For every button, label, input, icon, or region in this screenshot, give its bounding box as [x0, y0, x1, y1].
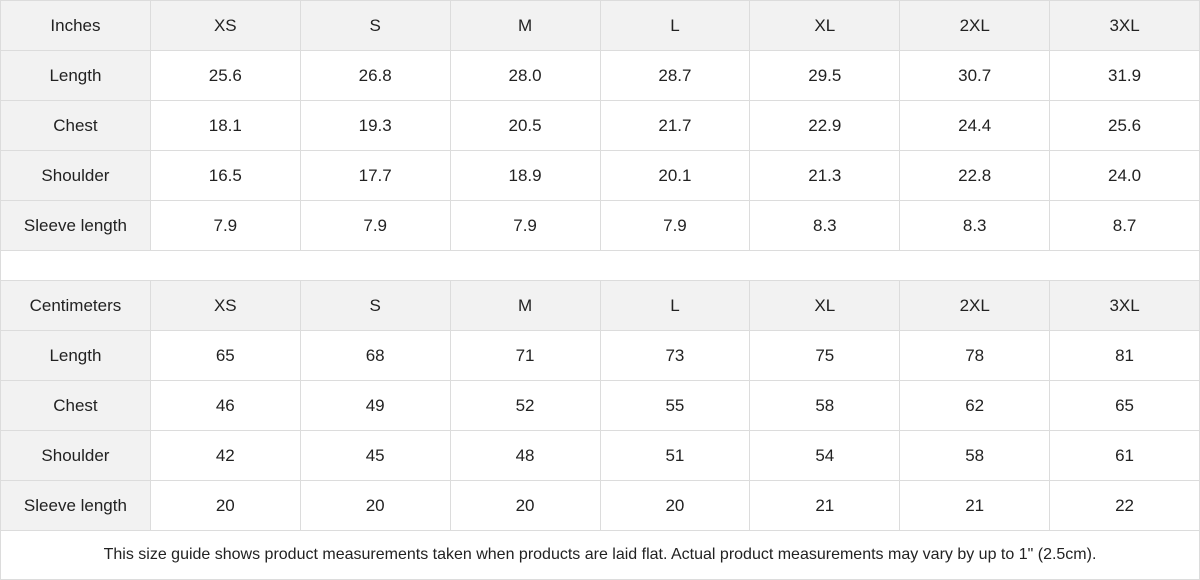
measurement-cell: 25.6: [1049, 100, 1200, 151]
row-label: Sleeve length: [0, 200, 151, 251]
measurement-cell: 42: [149, 430, 301, 481]
measurement-cell: 31.9: [1049, 50, 1200, 101]
size-header: XS: [149, 280, 301, 331]
measurement-cell: 61: [1049, 430, 1200, 481]
size-header: M: [449, 0, 601, 51]
unit-label: Inches: [0, 0, 151, 51]
measurement-cell: 25.6: [149, 50, 301, 101]
size-header: XL: [749, 280, 901, 331]
measurement-cell: 75: [749, 330, 901, 381]
measurement-cell: 8.7: [1049, 200, 1200, 251]
row-label: Shoulder: [0, 430, 151, 481]
measurement-cell: 20: [299, 480, 451, 531]
size-header: S: [299, 0, 451, 51]
measurement-cell: 24.4: [899, 100, 1051, 151]
measurement-cell: 54: [749, 430, 901, 481]
size-header: 2XL: [899, 280, 1051, 331]
measurement-cell: 20.1: [599, 150, 751, 201]
measurement-cell: 19.3: [299, 100, 451, 151]
row-label: Shoulder: [0, 150, 151, 201]
size-header: XL: [749, 0, 901, 51]
measurement-cell: 55: [599, 380, 751, 431]
centimeters-table: Centimeters XS S M L XL 2XL 3XL Length 65 68 71 73 75…: [0, 280, 1200, 531]
measurement-cell: 8.3: [749, 200, 901, 251]
measurement-cell: 17.7: [299, 150, 451, 201]
header-row: Centimeters XS S M L XL 2XL 3XL: [0, 280, 1200, 331]
measurement-cell: 7.9: [449, 200, 601, 251]
measurement-cell: 20: [599, 480, 751, 531]
size-guide: Inches XS S M L XL 2XL 3XL Length 25.6 26.8 28.0 28.…: [0, 0, 1200, 531]
measurement-cell: 62: [899, 380, 1051, 431]
measurement-cell: 78: [899, 330, 1051, 381]
header-row: Inches XS S M L XL 2XL 3XL: [0, 0, 1200, 51]
measurement-cell: 18.9: [449, 150, 601, 201]
measurement-cell: 48: [449, 430, 601, 481]
measurement-cell: 49: [299, 380, 451, 431]
measurement-cell: 52: [449, 380, 601, 431]
measurement-cell: 22.8: [899, 150, 1051, 201]
size-header: L: [599, 0, 751, 51]
measurement-cell: 68: [299, 330, 451, 381]
unit-label: Centimeters: [0, 280, 151, 331]
measurement-cell: 16.5: [149, 150, 301, 201]
size-header: 3XL: [1049, 0, 1200, 51]
table-row: Length 65 68 71 73 75 78 81: [0, 330, 1200, 381]
table-row: Sleeve length 20 20 20 20 21 21 22: [0, 480, 1200, 531]
table-row: Sleeve length 7.9 7.9 7.9 7.9 8.3 8.3 8.7: [0, 200, 1200, 251]
row-label: Chest: [0, 100, 151, 151]
measurement-cell: 29.5: [749, 50, 901, 101]
measurement-cell: 73: [599, 330, 751, 381]
measurement-cell: 58: [749, 380, 901, 431]
measurement-cell: 22.9: [749, 100, 901, 151]
measurement-cell: 21.7: [599, 100, 751, 151]
measurement-cell: 30.7: [899, 50, 1051, 101]
size-header: M: [449, 280, 601, 331]
table-row: Length 25.6 26.8 28.0 28.7 29.5 30.7 31.9: [0, 50, 1200, 101]
table-spacer: [0, 251, 1200, 280]
size-header: 3XL: [1049, 280, 1200, 331]
measurement-cell: 20: [149, 480, 301, 531]
measurement-cell: 65: [149, 330, 301, 381]
measurement-cell: 20: [449, 480, 601, 531]
measurement-cell: 58: [899, 430, 1051, 481]
measurement-cell: 65: [1049, 380, 1200, 431]
measurement-cell: 7.9: [149, 200, 301, 251]
table-row: Shoulder 42 45 48 51 54 58 61: [0, 430, 1200, 481]
measurement-cell: 7.9: [299, 200, 451, 251]
table-row: Chest 18.1 19.3 20.5 21.7 22.9 24.4 25.6: [0, 100, 1200, 151]
measurement-cell: 8.3: [899, 200, 1051, 251]
measurement-cell: 28.7: [599, 50, 751, 101]
measurement-cell: 81: [1049, 330, 1200, 381]
measurement-cell: 24.0: [1049, 150, 1200, 201]
measurement-cell: 21: [749, 480, 901, 531]
row-label: Chest: [0, 380, 151, 431]
size-header: XS: [149, 0, 301, 51]
measurement-cell: 21: [899, 480, 1051, 531]
row-label: Length: [0, 330, 151, 381]
measurement-cell: 20.5: [449, 100, 601, 151]
size-header: 2XL: [899, 0, 1051, 51]
table-row: Shoulder 16.5 17.7 18.9 20.1 21.3 22.8 24.0: [0, 150, 1200, 201]
measurement-cell: 26.8: [299, 50, 451, 101]
measurement-cell: 7.9: [599, 200, 751, 251]
measurement-cell: 28.0: [449, 50, 601, 101]
measurement-cell: 46: [149, 380, 301, 431]
table-row: Chest 46 49 52 55 58 62 65: [0, 380, 1200, 431]
measurement-cell: 71: [449, 330, 601, 381]
measurement-cell: 18.1: [149, 100, 301, 151]
row-label: Length: [0, 50, 151, 101]
measurement-cell: 21.3: [749, 150, 901, 201]
size-header: L: [599, 280, 751, 331]
size-header: S: [299, 280, 451, 331]
measurement-cell: 45: [299, 430, 451, 481]
footer-note: This size guide shows product measuremen…: [0, 531, 1200, 580]
row-label: Sleeve length: [0, 480, 151, 531]
inches-table: Inches XS S M L XL 2XL 3XL Length 25.6 26.8 28.0 28.…: [0, 0, 1200, 251]
measurement-cell: 51: [599, 430, 751, 481]
measurement-cell: 22: [1049, 480, 1200, 531]
